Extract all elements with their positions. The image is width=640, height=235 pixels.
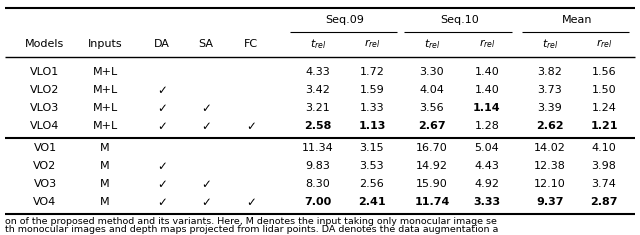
Text: $\checkmark$: $\checkmark$: [157, 196, 167, 208]
Text: 1.72: 1.72: [360, 67, 385, 77]
Text: FC: FC: [244, 39, 258, 49]
Text: $t_{rel}$: $t_{rel}$: [542, 37, 558, 51]
Text: 3.21: 3.21: [306, 103, 330, 113]
Text: 1.13: 1.13: [358, 121, 386, 131]
Text: 3.74: 3.74: [591, 179, 616, 189]
Text: VLO2: VLO2: [30, 85, 60, 95]
Text: 2.56: 2.56: [360, 179, 385, 189]
Text: 11.34: 11.34: [302, 143, 334, 153]
Text: 15.90: 15.90: [416, 179, 448, 189]
Text: 1.14: 1.14: [473, 103, 501, 113]
Text: Inputs: Inputs: [88, 39, 122, 49]
Text: 3.15: 3.15: [360, 143, 384, 153]
Text: 14.92: 14.92: [416, 161, 448, 171]
Text: th monocular images and depth maps projected from lidar points. DA denotes the d: th monocular images and depth maps proje…: [5, 226, 499, 235]
Text: VLO4: VLO4: [30, 121, 60, 131]
Text: $\checkmark$: $\checkmark$: [157, 177, 167, 191]
Text: 3.30: 3.30: [420, 67, 444, 77]
Text: 3.98: 3.98: [591, 161, 616, 171]
Text: $\checkmark$: $\checkmark$: [157, 102, 167, 114]
Text: 4.92: 4.92: [474, 179, 499, 189]
Text: 1.40: 1.40: [475, 67, 499, 77]
Text: 11.74: 11.74: [414, 197, 450, 207]
Text: M+L: M+L: [92, 121, 118, 131]
Text: 14.02: 14.02: [534, 143, 566, 153]
Text: 4.43: 4.43: [475, 161, 499, 171]
Text: $\checkmark$: $\checkmark$: [157, 83, 167, 97]
Text: VO3: VO3: [33, 179, 56, 189]
Text: 4.10: 4.10: [591, 143, 616, 153]
Text: M: M: [100, 197, 110, 207]
Text: VO2: VO2: [33, 161, 56, 171]
Text: 3.33: 3.33: [474, 197, 500, 207]
Text: 12.10: 12.10: [534, 179, 566, 189]
Text: 4.04: 4.04: [420, 85, 444, 95]
Text: 1.50: 1.50: [592, 85, 616, 95]
Text: Models: Models: [26, 39, 65, 49]
Text: 2.58: 2.58: [304, 121, 332, 131]
Text: M+L: M+L: [92, 85, 118, 95]
Text: M: M: [100, 179, 110, 189]
Text: $\checkmark$: $\checkmark$: [246, 196, 256, 208]
Text: $\checkmark$: $\checkmark$: [157, 120, 167, 133]
Text: 1.59: 1.59: [360, 85, 385, 95]
Text: 3.39: 3.39: [538, 103, 563, 113]
Text: 12.38: 12.38: [534, 161, 566, 171]
Text: 9.37: 9.37: [536, 197, 564, 207]
Text: $r_{rel}$: $r_{rel}$: [596, 38, 612, 50]
Text: 5.04: 5.04: [475, 143, 499, 153]
Text: VLO3: VLO3: [30, 103, 60, 113]
Text: M: M: [100, 143, 110, 153]
Text: 9.83: 9.83: [305, 161, 330, 171]
Text: VO4: VO4: [33, 197, 56, 207]
Text: 1.40: 1.40: [475, 85, 499, 95]
Text: $t_{rel}$: $t_{rel}$: [424, 37, 440, 51]
Text: 2.87: 2.87: [590, 197, 618, 207]
Text: $\checkmark$: $\checkmark$: [201, 196, 211, 208]
Text: VLO1: VLO1: [30, 67, 60, 77]
Text: 1.24: 1.24: [591, 103, 616, 113]
Text: 1.56: 1.56: [592, 67, 616, 77]
Text: 1.28: 1.28: [475, 121, 499, 131]
Text: 1.33: 1.33: [360, 103, 384, 113]
Text: Mean: Mean: [562, 15, 592, 25]
Text: M+L: M+L: [92, 67, 118, 77]
Text: 8.30: 8.30: [306, 179, 330, 189]
Text: Seq.10: Seq.10: [440, 15, 479, 25]
Text: Seq.09: Seq.09: [326, 15, 364, 25]
Text: 2.41: 2.41: [358, 197, 386, 207]
Text: M: M: [100, 161, 110, 171]
Text: SA: SA: [198, 39, 214, 49]
Text: $\checkmark$: $\checkmark$: [157, 160, 167, 172]
Text: 16.70: 16.70: [416, 143, 448, 153]
Text: on of the proposed method and its variants. Here, M denotes the input taking onl: on of the proposed method and its varian…: [5, 216, 497, 226]
Text: 3.42: 3.42: [305, 85, 330, 95]
Text: 3.56: 3.56: [420, 103, 444, 113]
Text: $\checkmark$: $\checkmark$: [201, 102, 211, 114]
Text: 3.53: 3.53: [360, 161, 384, 171]
Text: $r_{rel}$: $r_{rel}$: [479, 38, 495, 50]
Text: 4.33: 4.33: [306, 67, 330, 77]
Text: 2.62: 2.62: [536, 121, 564, 131]
Text: 1.21: 1.21: [590, 121, 618, 131]
Text: $\checkmark$: $\checkmark$: [201, 177, 211, 191]
Text: M+L: M+L: [92, 103, 118, 113]
Text: 3.82: 3.82: [538, 67, 563, 77]
Text: $\checkmark$: $\checkmark$: [201, 120, 211, 133]
Text: DA: DA: [154, 39, 170, 49]
Text: $t_{rel}$: $t_{rel}$: [310, 37, 326, 51]
Text: 3.73: 3.73: [538, 85, 563, 95]
Text: $r_{rel}$: $r_{rel}$: [364, 38, 380, 50]
Text: VO1: VO1: [33, 143, 56, 153]
Text: 2.67: 2.67: [418, 121, 446, 131]
Text: 7.00: 7.00: [305, 197, 332, 207]
Text: $\checkmark$: $\checkmark$: [246, 120, 256, 133]
